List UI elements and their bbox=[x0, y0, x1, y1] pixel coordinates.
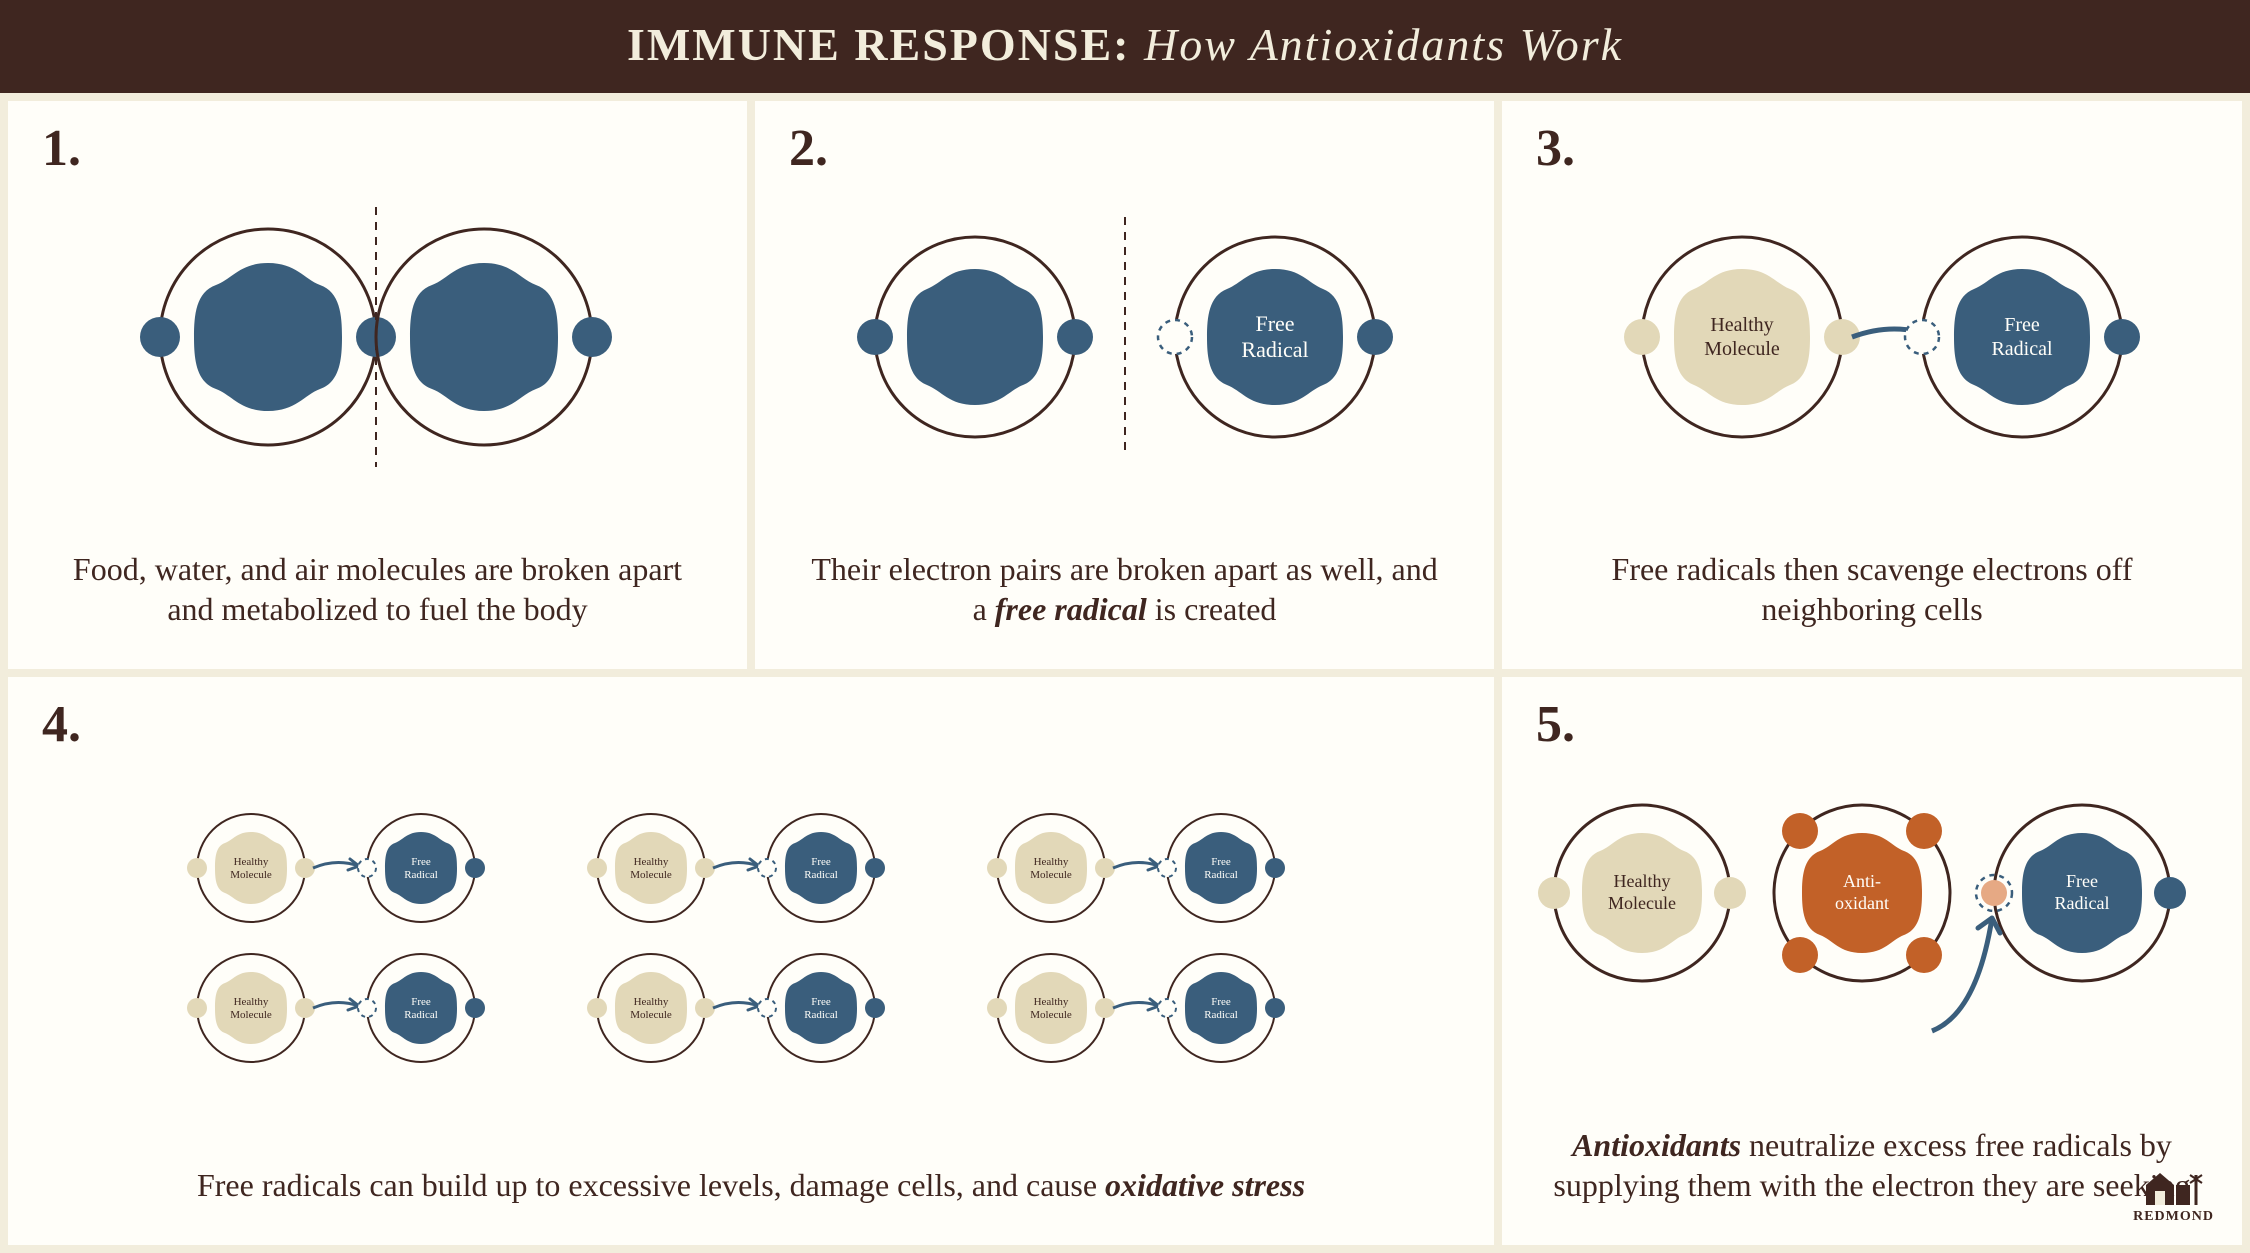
panel-3-caption: Free radicals then scavenge electrons of… bbox=[1532, 549, 2212, 639]
svg-text:Free: Free bbox=[1255, 311, 1294, 336]
svg-text:Healthy: Healthy bbox=[634, 856, 669, 868]
panel-grid: 1. Food, water, and air bbox=[0, 93, 2250, 1253]
panel-number: 5. bbox=[1536, 695, 1575, 754]
svg-text:Molecule: Molecule bbox=[1030, 869, 1072, 881]
svg-text:Free: Free bbox=[2004, 314, 2040, 336]
svg-text:Free: Free bbox=[1211, 856, 1231, 868]
svg-text:oxidant: oxidant bbox=[1835, 893, 1889, 913]
panel-2-caption: Their electron pairs are broken apart as… bbox=[785, 549, 1464, 639]
svg-text:Radical: Radical bbox=[404, 869, 438, 881]
svg-text:Radical: Radical bbox=[1241, 337, 1308, 362]
svg-text:Radical: Radical bbox=[1204, 869, 1238, 881]
panel-1: 1. Food, water, and air bbox=[8, 101, 747, 669]
panel-number: 3. bbox=[1536, 119, 1575, 178]
panel-1-diagram bbox=[38, 125, 717, 549]
svg-text:Radical: Radical bbox=[804, 869, 838, 881]
svg-text:Healthy: Healthy bbox=[234, 856, 269, 868]
svg-text:Healthy: Healthy bbox=[1034, 856, 1069, 868]
svg-text:Molecule: Molecule bbox=[1704, 338, 1780, 360]
svg-text:Radical: Radical bbox=[404, 1009, 438, 1021]
svg-text:Free: Free bbox=[811, 996, 831, 1008]
svg-text:Radical: Radical bbox=[2055, 893, 2110, 913]
svg-text:Free: Free bbox=[811, 856, 831, 868]
logo-text: REDMOND bbox=[2133, 1209, 2214, 1225]
logo: REDMOND bbox=[2133, 1167, 2214, 1225]
panel-1-caption: Food, water, and air molecules are broke… bbox=[38, 549, 717, 639]
panel-2: 2. Free Radical bbox=[755, 101, 1494, 669]
svg-text:Radical: Radical bbox=[1204, 1009, 1238, 1021]
panel-4: 4. Healthy Molecule Free bbox=[8, 677, 1494, 1245]
svg-text:Free: Free bbox=[1211, 996, 1231, 1008]
svg-text:Molecule: Molecule bbox=[630, 1009, 672, 1021]
svg-text:Healthy: Healthy bbox=[234, 996, 269, 1008]
svg-text:Healthy: Healthy bbox=[1034, 996, 1069, 1008]
header-italic: How Antioxidants Work bbox=[1144, 19, 1623, 70]
svg-text:Healthy: Healthy bbox=[1710, 314, 1773, 336]
svg-text:Radical: Radical bbox=[1991, 338, 2053, 360]
panel-number: 2. bbox=[789, 119, 828, 178]
header-bold: IMMUNE RESPONSE: bbox=[627, 19, 1131, 70]
svg-text:Molecule: Molecule bbox=[230, 869, 272, 881]
barn-icon bbox=[2140, 1167, 2208, 1207]
panel-number: 4. bbox=[42, 695, 81, 754]
svg-text:Healthy: Healthy bbox=[1614, 871, 1671, 891]
svg-text:Molecule: Molecule bbox=[230, 1009, 272, 1021]
svg-text:Molecule: Molecule bbox=[1030, 1009, 1072, 1021]
panel-2-diagram: Free Radical bbox=[785, 125, 1464, 549]
panel-number: 1. bbox=[42, 119, 81, 178]
svg-text:Molecule: Molecule bbox=[1608, 893, 1676, 913]
panel-3-diagram: Healthy Molecule Free Radical bbox=[1532, 125, 2212, 549]
panel-5: 5. Healthy Molecule bbox=[1502, 677, 2242, 1245]
panel-4-caption: Free radicals can build up to excessive … bbox=[38, 1165, 1464, 1215]
header-bar: IMMUNE RESPONSE: How Antioxidants Work bbox=[0, 0, 2250, 93]
panel-3: 3. Healthy Molecule bbox=[1502, 101, 2242, 669]
svg-text:Anti-: Anti- bbox=[1843, 871, 1881, 891]
svg-text:Free: Free bbox=[411, 856, 431, 868]
svg-text:Healthy: Healthy bbox=[634, 996, 669, 1008]
svg-text:Molecule: Molecule bbox=[630, 869, 672, 881]
panel-4-diagram: Healthy Molecule Free Radical bbox=[38, 701, 1464, 1165]
panel-5-caption: Antioxidants neutralize excess free radi… bbox=[1532, 1125, 2212, 1215]
panel-5-diagram: Healthy Molecule Anti- oxidant bbox=[1532, 701, 2212, 1125]
svg-text:Free: Free bbox=[2066, 871, 2098, 891]
svg-text:Radical: Radical bbox=[804, 1009, 838, 1021]
svg-text:Free: Free bbox=[411, 996, 431, 1008]
